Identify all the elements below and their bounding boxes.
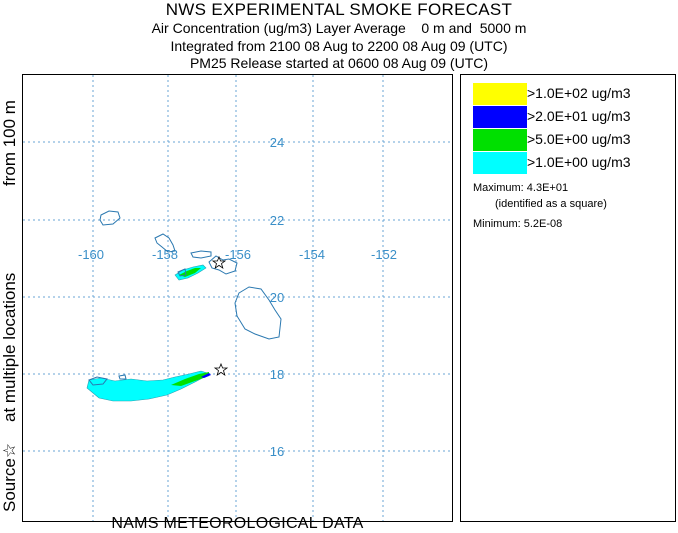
coast-south-outline — [88, 376, 108, 386]
legend-panel: >1.0E+02 ug/m3 >2.0E+01 ug/m3 >5.0E+00 u… — [460, 74, 676, 522]
coast-south-islet — [118, 374, 127, 380]
smoke-plume-south-green — [171, 372, 209, 386]
map-svg: -160 -158 -156 -154 -152 24 22 20 18 16 — [23, 75, 452, 521]
side-label-source: Source☆ — [0, 442, 19, 512]
smoke-plume-south-cyan — [86, 370, 211, 402]
lat-label-24: 24 — [270, 135, 284, 150]
source-markers — [211, 255, 229, 376]
coast-kauai — [99, 210, 121, 226]
legend-label-20: >2.0E+01 ug/m3 — [527, 108, 631, 124]
map-panel: -160 -158 -156 -154 -152 24 22 20 18 16 — [22, 74, 453, 522]
source-star-north — [211, 255, 227, 269]
subtitle-release: PM25 Release started at 0600 08 Aug 09 (… — [189, 55, 489, 71]
coastlines — [88, 210, 282, 386]
legend-label-5: >5.0E+00 ug/m3 — [527, 131, 631, 147]
coast-molokai — [190, 250, 212, 259]
lon-label-154: -154 — [299, 247, 325, 262]
lat-label-16: 16 — [270, 444, 284, 459]
side-label-locations: at multiple locations — [0, 272, 19, 422]
legend-swatch-1 — [473, 152, 527, 174]
subtitle-integration: Integrated from 2100 08 Aug to 2200 08 A… — [170, 38, 508, 54]
legend-swatch-20 — [473, 106, 527, 128]
meteorological-data-label: NAMS METEOROLOGICAL DATA — [111, 515, 364, 532]
coast-lanai — [177, 268, 187, 277]
side-label-height: from 100 m — [0, 100, 19, 186]
longitude-grid — [92, 75, 384, 521]
legend-swatch-100 — [473, 83, 527, 105]
lat-label-22: 22 — [270, 213, 284, 228]
coast-hawaii — [234, 286, 282, 340]
lon-label-152: -152 — [371, 247, 397, 262]
lat-label-18: 18 — [270, 367, 284, 382]
lat-label-20: 20 — [270, 290, 284, 305]
lon-label-160: -160 — [78, 247, 104, 262]
lon-label-156: -156 — [225, 247, 251, 262]
latitude-grid — [23, 141, 452, 452]
coast-oahu — [154, 233, 176, 253]
smoke-plume-south-blue — [201, 373, 211, 378]
map-title: NWS EXPERIMENTAL SMOKE FORECAST — [165, 0, 513, 19]
subtitle-concentration: Air Concentration (ug/m3) Layer Average … — [151, 20, 527, 36]
legend-label-100: >1.0E+02 ug/m3 — [527, 85, 631, 101]
maximum-value: Maximum: 4.3E+01 — [473, 182, 569, 194]
legend-swatch-5 — [473, 129, 527, 151]
source-star-south — [213, 362, 229, 376]
lon-label-158: -158 — [152, 247, 178, 262]
minimum-value: Minimum: 5.2E-08 — [473, 218, 563, 230]
maximum-note: (identified as a square) — [495, 198, 607, 210]
legend-label-1: >1.0E+00 ug/m3 — [527, 154, 631, 170]
